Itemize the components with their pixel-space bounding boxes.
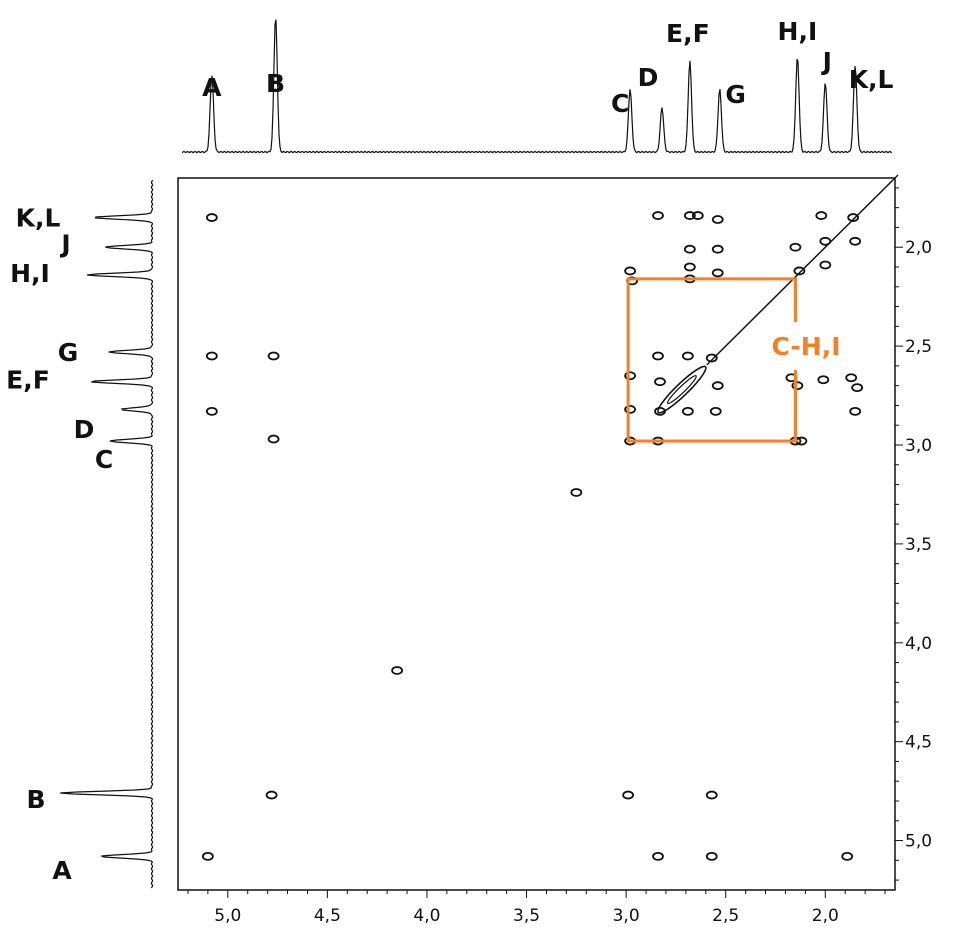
cross-peak <box>711 244 724 254</box>
top-peak-label: D <box>638 63 659 92</box>
cross-peak <box>819 260 832 270</box>
left-spectrum: K,LJ H,I G E,F DC B A <box>6 179 154 889</box>
x-tick-label: 2,0 <box>812 906 839 926</box>
top-peak-label: K,L <box>849 65 894 94</box>
x-tick-label: 3,0 <box>613 906 640 926</box>
cross-peak <box>205 406 218 416</box>
cross-peak <box>570 488 583 497</box>
cross-peak <box>265 790 278 800</box>
cross-peak <box>205 213 218 222</box>
cross-peak <box>705 851 718 861</box>
x-tick-label: 3,5 <box>513 906 540 926</box>
left-peak-label: J <box>59 229 70 258</box>
top-spectrum: A B CDE,F G H,IJ K,L <box>181 17 894 154</box>
cross-peak <box>851 383 864 393</box>
left-spectrum-trace <box>60 179 154 889</box>
cross-peak <box>267 434 280 444</box>
left-peak-label: C <box>95 445 113 474</box>
y-axis: 2,0 2,5 3,0 3,5 4,0 4,5 5,0 <box>895 187 932 881</box>
top-peak-label: C <box>611 89 629 118</box>
left-peak-label: D <box>74 415 95 444</box>
cross-peak <box>681 351 694 361</box>
diagonal-ellipse <box>657 365 707 414</box>
cross-peak <box>711 268 724 278</box>
cross-peak <box>205 351 218 361</box>
cross-peak <box>791 381 804 391</box>
y-tick-label: 2,5 <box>905 337 932 357</box>
cross-peak <box>847 213 860 222</box>
left-peak-label: G <box>58 338 79 367</box>
cross-peak <box>795 436 808 446</box>
top-peak-labels: A B CDE,F G H,IJ K,L <box>202 17 893 118</box>
cross-peak <box>267 351 280 361</box>
left-peak-label: K,L <box>16 204 61 233</box>
plot-frame <box>177 177 896 891</box>
cross-peak <box>624 404 637 414</box>
cross-peak <box>652 211 664 220</box>
highlight-label: C-H,I <box>771 332 840 361</box>
x-tick-label: 2,5 <box>712 906 739 926</box>
top-peak-label: B <box>266 69 285 98</box>
cross-peak <box>654 377 666 387</box>
cross-peak <box>849 236 862 246</box>
cross-peak <box>652 851 664 861</box>
x-axis: 5,0 4,5 4,0 3,5 3,0 2,5 2,0 <box>187 890 886 926</box>
cross-peak <box>391 666 403 675</box>
y-tick-label: 5,0 <box>905 832 932 852</box>
cross-peak <box>705 353 718 363</box>
top-spectrum-trace <box>181 19 893 154</box>
cross-peak-contours <box>201 174 899 861</box>
cross-peak <box>709 406 722 416</box>
cross-peak <box>849 406 862 416</box>
cross-peak <box>654 406 666 416</box>
cross-peak <box>711 381 724 391</box>
left-peak-label: B <box>26 785 45 814</box>
diagonal-contour <box>712 174 899 360</box>
cross-peak <box>691 211 704 220</box>
x-tick-label: 4,0 <box>413 906 440 926</box>
cross-peak <box>201 851 214 861</box>
cross-peak <box>789 242 802 252</box>
cross-peak <box>683 211 696 220</box>
left-peak-label: E,F <box>6 366 50 395</box>
y-tick-label: 4,0 <box>905 634 932 654</box>
y-tick-label: 4,5 <box>905 733 932 753</box>
top-peak-label: H,I <box>778 17 818 46</box>
cross-peak <box>819 236 832 246</box>
cross-peak <box>841 851 854 861</box>
x-tick-label: 5,0 <box>214 906 241 926</box>
cross-peak <box>624 266 637 276</box>
cross-peak <box>817 375 830 385</box>
cross-peak <box>683 262 696 272</box>
y-tick-label: 3,0 <box>905 436 932 456</box>
cross-peak <box>815 211 828 220</box>
top-peak-label: A <box>202 73 222 102</box>
top-peak-label: J <box>821 47 832 76</box>
x-tick-label: 4,5 <box>314 906 341 926</box>
y-tick-label: 3,5 <box>905 535 932 555</box>
cross-peak <box>711 215 724 224</box>
left-peak-labels: K,LJ H,I G E,F DC B A <box>6 204 113 886</box>
y-tick-label: 2,0 <box>905 238 932 258</box>
highlight-box-group: C-H,I <box>626 277 854 443</box>
left-peak-label: A <box>52 856 72 885</box>
cross-peak <box>622 790 635 800</box>
cross-peak <box>681 406 694 416</box>
top-peak-label: E,F <box>666 19 710 48</box>
cross-peak <box>793 266 806 276</box>
cross-peak <box>845 373 858 383</box>
top-peak-label: G <box>725 80 746 109</box>
cross-peak <box>624 371 637 381</box>
left-peak-label: H,I <box>10 259 50 288</box>
cross-peak <box>683 244 696 254</box>
diagonal-ellipse-inner <box>666 375 697 405</box>
cross-peak <box>705 790 718 800</box>
highlight-label-background <box>768 322 854 370</box>
cross-peak <box>652 351 664 361</box>
